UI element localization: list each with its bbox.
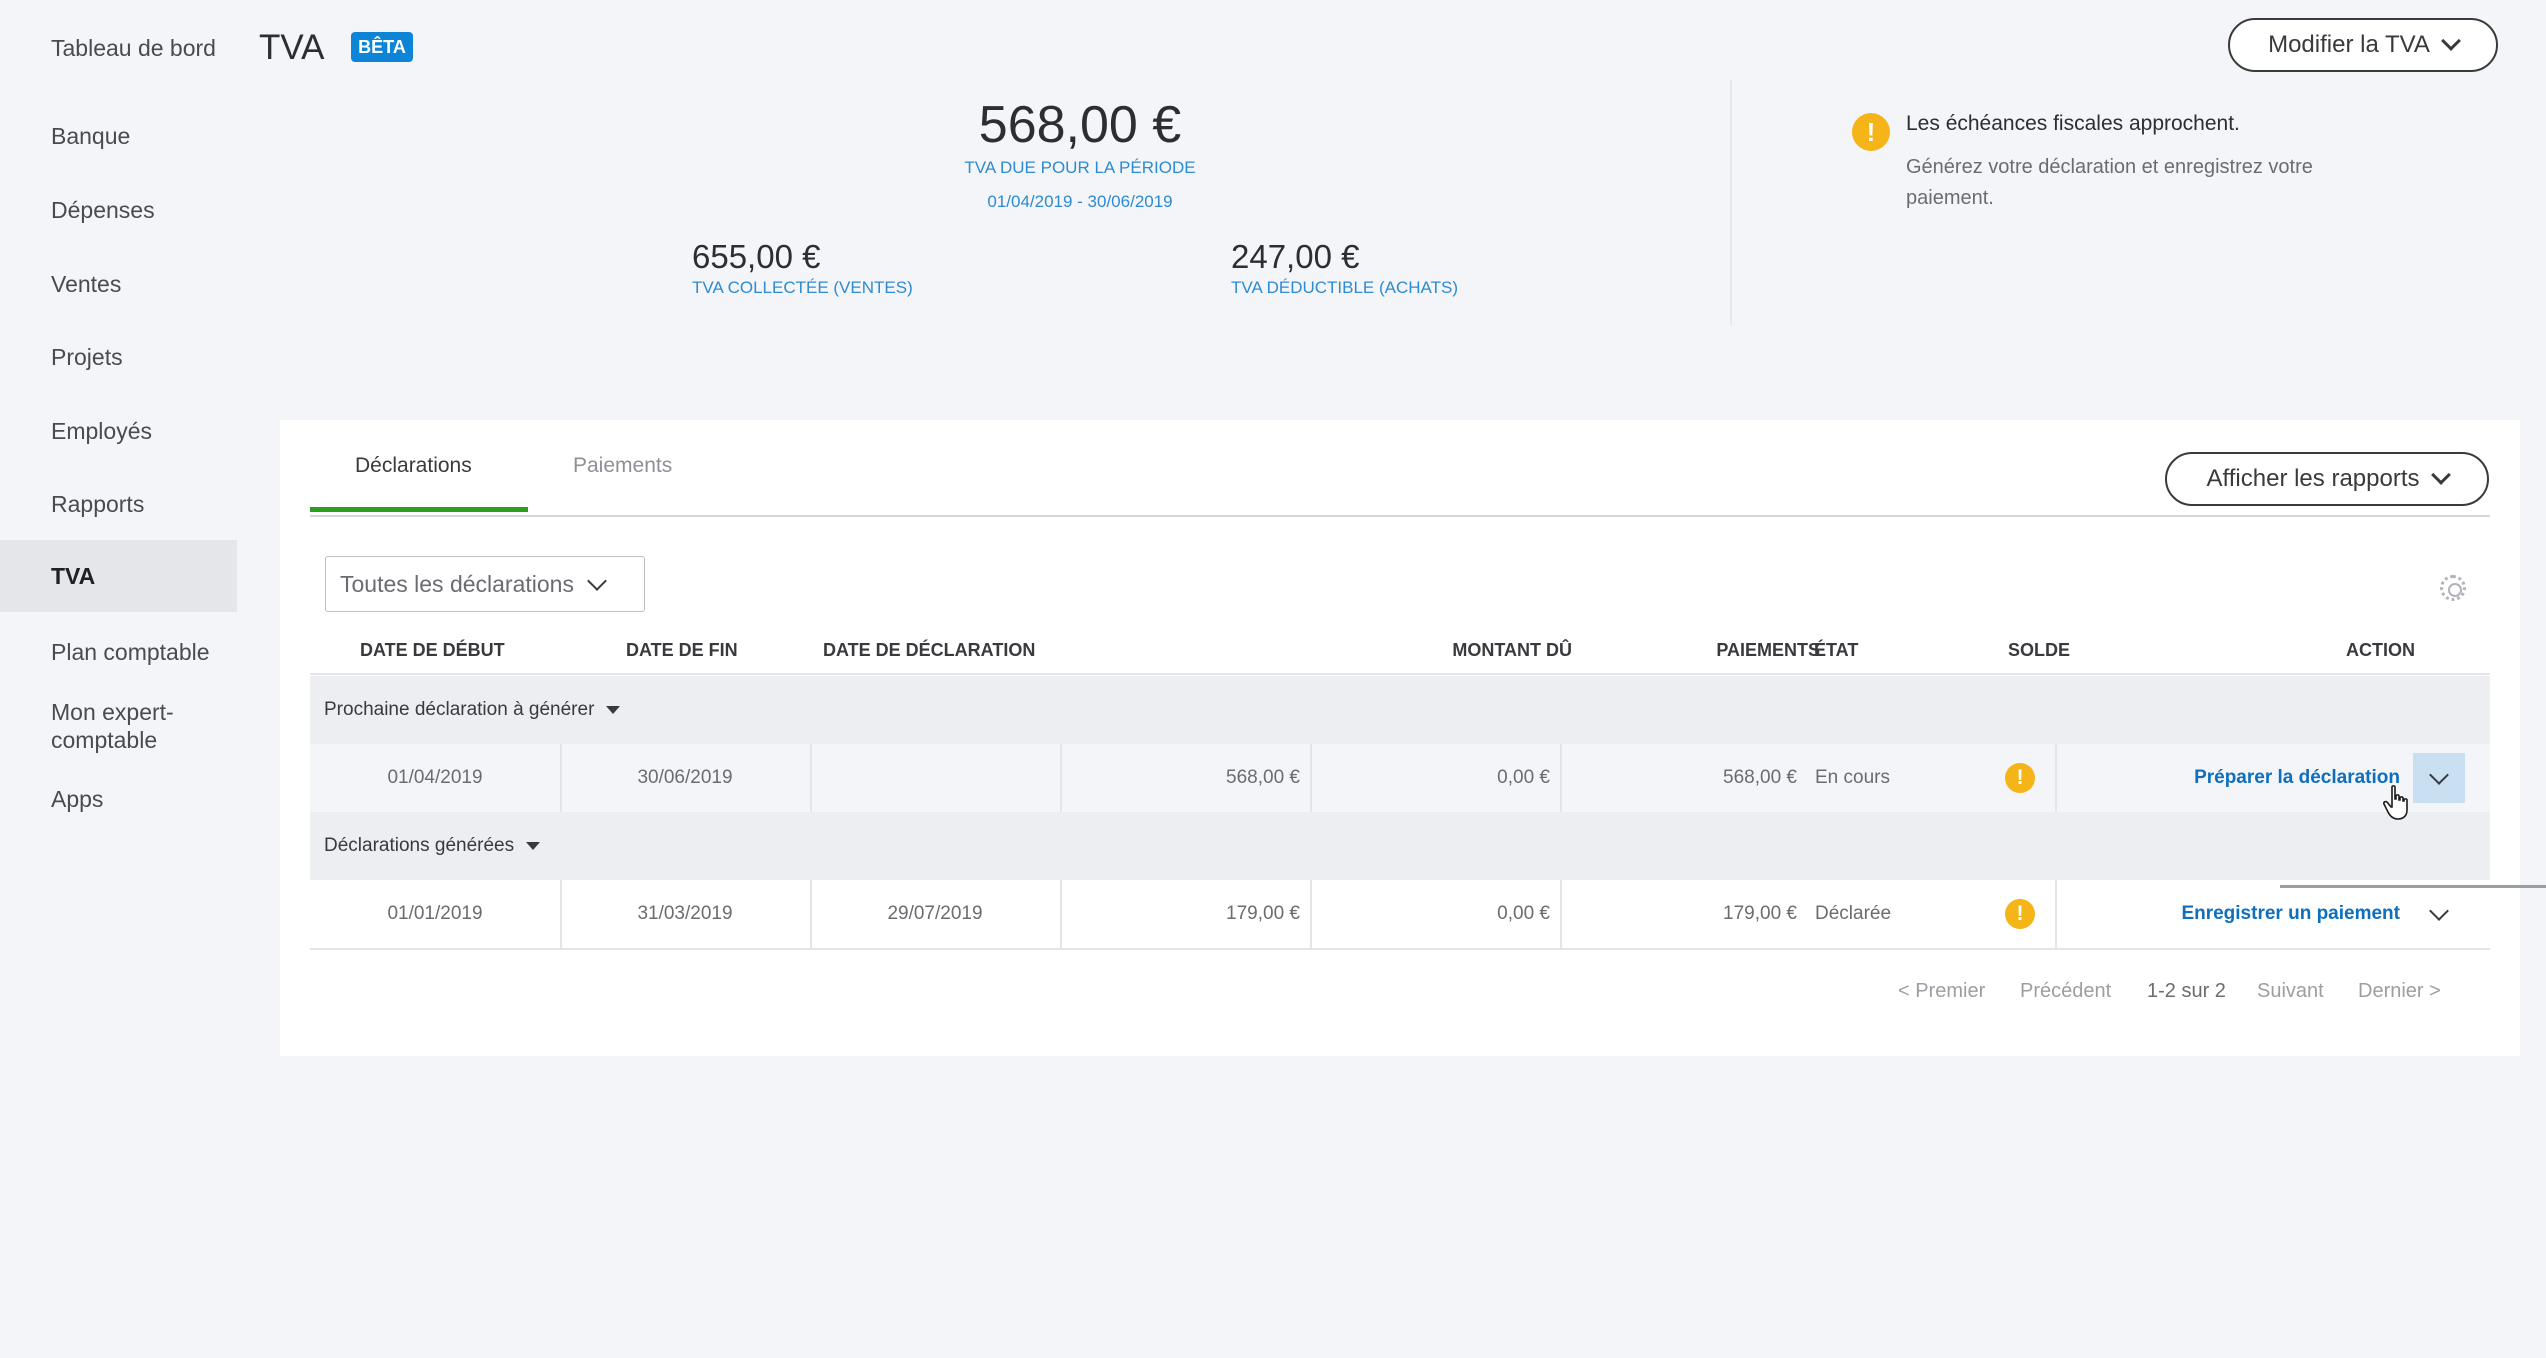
col-header-due[interactable]: MONTANT DÛ [1452,640,1572,660]
tva-deductible-amount: 247,00 € [1231,238,1360,275]
group-label: Prochaine déclaration à générer [324,699,595,720]
cell-declared [810,744,1060,812]
filter-selected-value: Toutes les déclarations [340,570,574,597]
tva-deductible-label: TVA DÉDUCTIBLE (ACHATS) [1231,278,1459,297]
col-header-end[interactable]: DATE DE FIN [626,640,738,660]
column-separator [1060,744,1062,812]
table-bottom-divider [310,948,2490,950]
cell-declared: 29/07/2019 [887,903,983,924]
chevron-down-icon [2441,31,2461,51]
row-actions-dropdown[interactable] [2413,889,2465,939]
pager-previous[interactable]: Précédent [2020,980,2112,1002]
caret-down-icon [526,842,541,850]
col-header-state[interactable]: ÉTAT [1814,640,1859,660]
afficher-rapports-button[interactable]: Afficher les rapports [2165,452,2489,506]
active-tab-indicator [310,507,528,512]
column-separator [1560,744,1562,812]
table-row: 01/01/2019 31/03/2019 29/07/2019 179,00 … [310,880,2490,948]
cell-end: 31/03/2019 [637,903,733,924]
sidebar-item-ventes[interactable]: Ventes [51,271,122,297]
col-header-balance[interactable]: SOLDE [2007,640,2070,660]
sidebar-item-plan-comptable[interactable]: Plan comptable [51,639,210,665]
column-separator [1560,880,1562,948]
row-actions-dropdown[interactable] [2413,753,2465,803]
tva-collectee-label: TVA COLLECTÉE (VENTES) [692,278,913,297]
cell-state: Déclarée [1815,903,1892,924]
pager-next[interactable]: Suivant [2257,980,2324,1002]
chevron-down-icon [587,570,607,591]
cell-due: 568,00 € [1226,767,1300,788]
sidebar-item-depenses[interactable]: Dépenses [51,197,155,223]
column-separator [560,744,562,812]
summary-divider [1730,80,1732,325]
notice-title: Les échéances fiscales approchent. [1906,112,2240,135]
pager-first[interactable]: < Premier [1898,980,1986,1002]
pager-last[interactable]: Dernier > [2358,980,2441,1002]
cell-state: En cours [1815,767,1890,788]
cell-payments: 0,00 € [1497,767,1550,788]
enregistrer-paiement-link[interactable]: Enregistrer un paiement [2181,903,2400,924]
table-row: 01/04/2019 30/06/2019 568,00 € 0,00 € 56… [310,744,2490,812]
tabs-baseline [310,515,2490,517]
tva-collectee-amount: 655,00 € [692,238,821,275]
declarations-filter-select[interactable]: Toutes les déclarations [325,556,645,612]
column-separator [1060,880,1062,948]
col-header-payments[interactable]: PAIEMENTS [1716,640,1820,660]
cell-balance: 179,00 € [1723,903,1797,924]
beta-badge: BÊTA [351,32,413,62]
warning-icon: ! [2005,763,2035,793]
warning-icon: ! [1852,113,1890,151]
declarations-card: Déclarations Paiements Afficher les rapp… [280,420,2520,1056]
cell-due: 179,00 € [1226,903,1300,924]
sidebar-item-projets[interactable]: Projets [51,344,123,370]
col-header-start[interactable]: DATE DE DÉBUT [360,640,505,660]
afficher-rapports-label: Afficher les rapports [2206,465,2420,492]
chevron-down-icon [2430,465,2451,485]
column-separator [810,744,812,812]
scroll-indicator [2280,885,2546,888]
sidebar-nav: Tableau de bord Banque Dépenses Ventes P… [0,0,240,1358]
column-separator [1310,744,1312,812]
header-divider [310,673,2490,675]
sidebar-item-apps[interactable]: Apps [51,786,104,812]
cell-end: 30/06/2019 [637,767,733,788]
group-header-generated[interactable]: Déclarations générées [310,812,2490,880]
tab-declarations[interactable]: Déclarations [355,454,472,477]
pager-range: 1-2 sur 2 [2147,980,2226,1002]
tab-paiements[interactable]: Paiements [573,454,673,477]
sidebar-item-dashboard[interactable]: Tableau de bord [51,35,216,61]
col-header-action: ACTION [2346,640,2415,660]
cell-start: 01/01/2019 [387,903,483,924]
modifier-tva-label: Modifier la TVA [2268,31,2430,58]
column-separator [560,880,562,948]
tva-due-amount: 568,00 € [978,96,1182,154]
group-header-next[interactable]: Prochaine déclaration à générer [310,676,2490,744]
gear-icon[interactable] [2440,575,2466,601]
chevron-down-icon [2429,764,2449,785]
chevron-down-icon [2429,900,2449,921]
sidebar-item-tva[interactable]: TVA [0,540,237,612]
group-label: Déclarations générées [324,835,515,856]
hand-cursor-icon [2383,785,2408,820]
warning-icon: ! [2005,899,2035,929]
period-range: 01/04/2019 - 30/06/2019 [987,192,1173,211]
cell-payments: 0,00 € [1497,903,1550,924]
column-separator [1310,880,1312,948]
column-separator [810,880,812,948]
notice-body: Générez votre déclaration et enregistrez… [1906,156,2313,209]
col-header-declared[interactable]: DATE DE DÉCLARATION [823,640,1036,660]
column-separator [2055,744,2057,812]
modifier-tva-button[interactable]: Modifier la TVA [2228,18,2498,72]
cell-start: 01/04/2019 [387,767,483,788]
sidebar-item-rapports[interactable]: Rapports [51,491,145,517]
caret-down-icon [606,706,621,714]
tva-due-label: TVA DUE POUR LA PÉRIODE [964,158,1196,177]
sidebar-item-expert-comptable[interactable]: Mon expert-comptable [51,699,174,753]
page-title: TVA [259,28,325,67]
column-separator [2055,880,2057,948]
sidebar-item-banque[interactable]: Banque [51,123,131,149]
cell-balance: 568,00 € [1723,767,1797,788]
sidebar-item-employes[interactable]: Employés [51,418,152,444]
preparer-declaration-link[interactable]: Préparer la déclaration [2194,767,2400,788]
